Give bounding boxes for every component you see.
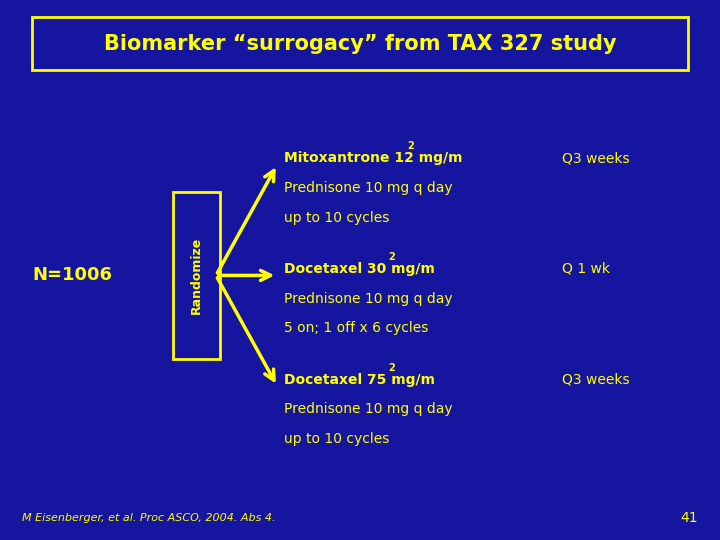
Text: Q3 weeks: Q3 weeks xyxy=(562,373,629,387)
Text: N=1006: N=1006 xyxy=(32,266,112,285)
Text: 2: 2 xyxy=(389,252,395,262)
Text: Prednisone 10 mg q day: Prednisone 10 mg q day xyxy=(284,292,453,306)
Text: Docetaxel 30 mg/m: Docetaxel 30 mg/m xyxy=(284,262,436,276)
Text: Mitoxantrone 12 mg/m: Mitoxantrone 12 mg/m xyxy=(284,151,463,165)
Text: Q3 weeks: Q3 weeks xyxy=(562,151,629,165)
Text: Prednisone 10 mg q day: Prednisone 10 mg q day xyxy=(284,181,453,195)
FancyBboxPatch shape xyxy=(32,17,688,70)
Text: Docetaxel 75 mg/m: Docetaxel 75 mg/m xyxy=(284,373,436,387)
Text: Prednisone 10 mg q day: Prednisone 10 mg q day xyxy=(284,402,453,416)
Text: Q 1 wk: Q 1 wk xyxy=(562,262,610,276)
Text: 2: 2 xyxy=(407,141,413,152)
Text: Randomize: Randomize xyxy=(189,237,203,314)
Text: up to 10 cycles: up to 10 cycles xyxy=(284,432,390,446)
FancyBboxPatch shape xyxy=(173,192,220,359)
Text: M Eisenberger, et al. Proc ASCO, 2004. Abs 4.: M Eisenberger, et al. Proc ASCO, 2004. A… xyxy=(22,514,275,523)
Text: 41: 41 xyxy=(681,511,698,525)
Text: up to 10 cycles: up to 10 cycles xyxy=(284,211,390,225)
Text: 5 on; 1 off x 6 cycles: 5 on; 1 off x 6 cycles xyxy=(284,321,429,335)
Text: 2: 2 xyxy=(389,363,395,373)
Text: Biomarker “surrogacy” from TAX 327 study: Biomarker “surrogacy” from TAX 327 study xyxy=(104,33,616,54)
